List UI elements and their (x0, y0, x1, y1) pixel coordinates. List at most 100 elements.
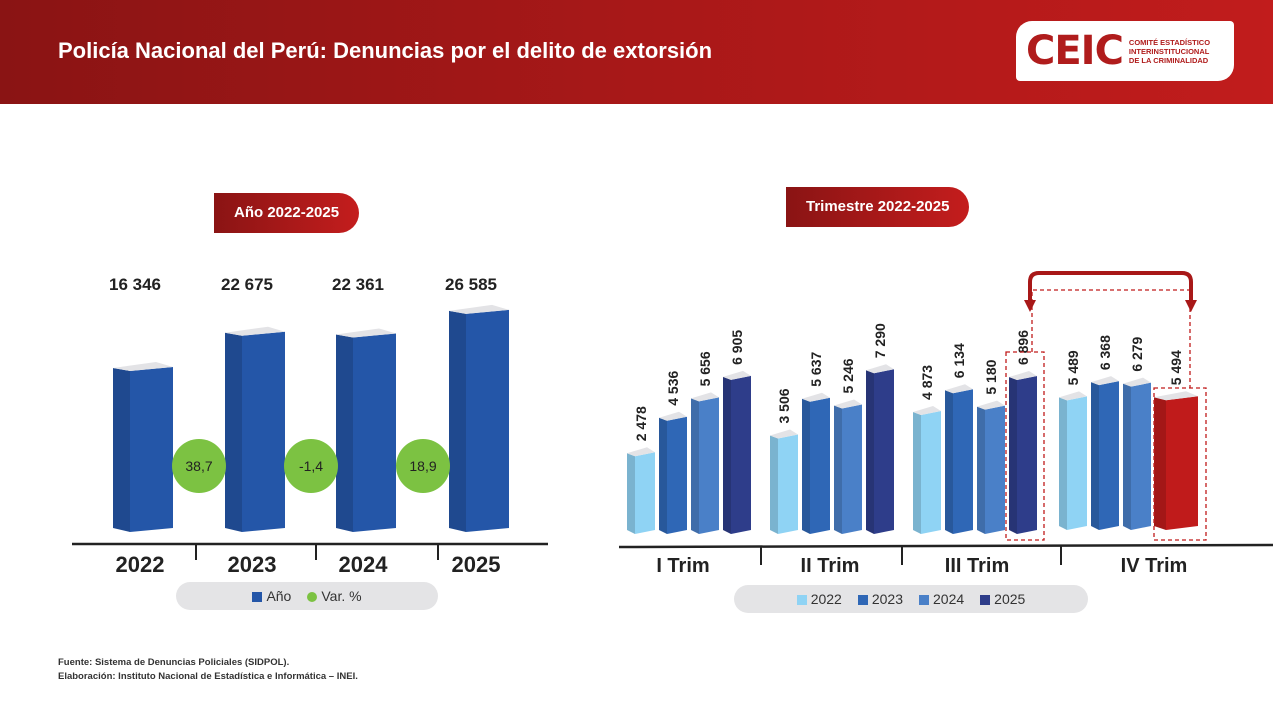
comparison-arrow (1028, 271, 1193, 302)
bar-2024-IV-Trim (1131, 382, 1151, 530)
highlight-box-q4 (1153, 387, 1207, 541)
bar-2025-II-Trim-side (866, 370, 874, 534)
bar-year-2022-side (113, 367, 130, 532)
category-label: 2023 (228, 552, 277, 577)
value-label: 4 873 (919, 365, 935, 400)
bar-2023-IV-Trim-top (1091, 376, 1119, 386)
category-label: I Trim (656, 555, 709, 577)
bar-year-2023 (242, 331, 285, 532)
bar-year-2023-top (225, 326, 285, 336)
bar-2024-II-Trim (842, 404, 862, 534)
bar-2022-III-Trim (921, 410, 941, 534)
value-label: 6 134 (951, 343, 967, 378)
value-label: 3 506 (776, 388, 792, 423)
bar-2024-IV-Trim-side (1123, 383, 1131, 530)
bar-2025-I-Trim-top (723, 370, 751, 380)
bar-year-2025 (466, 309, 509, 532)
variation-bubble (284, 439, 338, 493)
bar-2023-I-Trim-top (659, 411, 687, 421)
bar-2022-I-Trim (635, 452, 655, 534)
bar-2025-I-Trim (731, 375, 751, 534)
bar-2025-III-Trim (1017, 376, 1037, 534)
chart2-title: Trimestre 2022-2025 (786, 187, 970, 227)
bar-2022-II-Trim-side (770, 435, 778, 534)
category-label: IV Trim (1121, 555, 1188, 577)
bar-2025-I-Trim-side (723, 376, 731, 534)
category-label: II Trim (801, 555, 860, 577)
value-label: 5 246 (840, 358, 856, 393)
bar-2023-II-Trim-side (802, 398, 810, 534)
bar-2025-III-Trim-side (1009, 377, 1017, 534)
value-label: 16 346 (109, 275, 161, 294)
footer-notes: Fuente: Sistema de Denuncias Policiales … (58, 656, 358, 684)
bar-2024-IV-Trim-top (1123, 377, 1151, 387)
value-label: 5 494 (1168, 350, 1184, 385)
bar-year-2023-side (225, 332, 242, 532)
legend-item-ano: Año (252, 588, 291, 604)
arrow-head-right-icon (1185, 300, 1197, 312)
value-label: 5 180 (983, 359, 999, 394)
page-title: Policía Nacional del Perú: Denuncias por… (58, 38, 713, 63)
bar-2022-I-Trim-side (627, 453, 635, 534)
value-label: 22 361 (332, 275, 384, 294)
bar-year-2024-side (336, 334, 353, 532)
value-label: 2 478 (633, 406, 649, 441)
logo-mark: CEIC (1026, 28, 1124, 74)
logo-text: COMITÉ ESTADÍSTICO INTERINSTITUCIONAL DE L… (1128, 37, 1211, 65)
dashed-connector (1031, 289, 1191, 388)
bar-2025-II-Trim-top (866, 364, 894, 374)
value-label: 6 279 (1129, 336, 1145, 371)
bar-year-2022 (130, 366, 173, 532)
bar-2022-IV-Trim-side (1059, 397, 1067, 530)
bar-2024-II-Trim-side (834, 405, 842, 534)
bar-2024-III-Trim-top (977, 400, 1005, 410)
bar-2022-IV-Trim-top (1059, 391, 1087, 401)
bar-year-2025-side (449, 310, 466, 532)
legend-item-var: Var. % (307, 588, 362, 604)
bar-2023-IV-Trim-side (1091, 382, 1099, 530)
bar-2024-III-Trim-side (977, 406, 985, 534)
legend-item-2024: 2024 (919, 591, 964, 607)
legend-item-2023: 2023 (857, 591, 903, 607)
bar-2023-I-Trim-side (659, 417, 667, 534)
value-label: 6 905 (729, 330, 745, 365)
bar-2025-IV-Trim-top (1154, 391, 1198, 401)
bar-2023-IV-Trim (1099, 381, 1119, 530)
legend-item-2025: 2025 (980, 591, 1025, 607)
bar-2024-I-Trim (699, 397, 719, 534)
category-label: 2025 (452, 552, 501, 577)
value-label: 22 675 (221, 275, 273, 294)
ceic-logo: CEIC COMITÉ ESTADÍSTICO INTERINSTITUCIONA… (1016, 21, 1234, 81)
bar-2025-III-Trim-top (1009, 371, 1037, 381)
bar-2022-I-Trim-top (627, 447, 655, 457)
bar-year-2024 (353, 333, 396, 532)
bar-2023-II-Trim (810, 397, 830, 534)
value-label: 5 489 (1065, 350, 1081, 385)
category-label: 2024 (339, 552, 389, 577)
value-label: 5 637 (808, 352, 824, 387)
value-label: 7 290 (872, 323, 888, 358)
value-label: 26 585 (445, 275, 497, 294)
bar-2023-II-Trim-top (802, 392, 830, 402)
highlight-box-q3 (1005, 351, 1045, 541)
chart1-legend: Año Var. % (176, 582, 438, 610)
variation-label: 18,9 (409, 458, 436, 474)
bar-2025-IV-Trim-side (1154, 397, 1166, 530)
chart1-title: Año 2022-2025 (214, 193, 360, 233)
bar-year-2022-top (113, 361, 173, 371)
category-label: 2022 (116, 552, 165, 577)
value-label: 5 656 (697, 351, 713, 386)
bar-2023-III-Trim-side (945, 390, 953, 534)
bar-2024-I-Trim-top (691, 392, 719, 402)
bar-2024-II-Trim-top (834, 399, 862, 409)
value-label: 4 536 (665, 371, 681, 406)
bar-2023-III-Trim-top (945, 384, 973, 394)
variation-label: -1,4 (299, 458, 323, 474)
variation-label: 38,7 (185, 458, 212, 474)
bar-2022-II-Trim (778, 434, 798, 534)
value-label: 6 368 (1097, 335, 1113, 370)
bar-year-2025-top (449, 304, 509, 314)
value-label: 6 896 (1015, 330, 1031, 365)
legend-item-2022: 2022 (796, 591, 842, 607)
